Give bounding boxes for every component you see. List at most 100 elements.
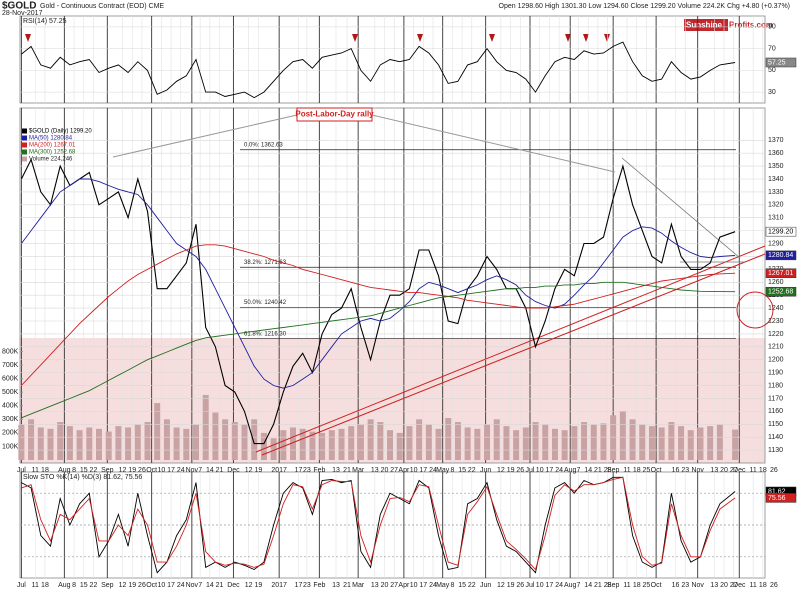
volume-bar (425, 424, 432, 460)
value-tag (765, 493, 797, 503)
x-tick-label: 14 (584, 467, 592, 474)
volume-tick-label: 800K (2, 348, 19, 355)
x-tick-label: 16 (672, 467, 680, 474)
x-tick-label: 25 (643, 467, 651, 474)
volume-bar (678, 426, 685, 460)
x-tick-label: 19 (507, 582, 515, 589)
symbol: $GOLD (2, 1, 36, 12)
x-tick-label: 27 (390, 467, 398, 474)
y-tick-label: 1210 (768, 344, 784, 351)
x-tick-label: 27 (390, 582, 398, 589)
volume-bar (697, 427, 704, 460)
y-tick-label: 70 (768, 45, 776, 52)
arrow (604, 34, 610, 42)
volume-bar (513, 430, 520, 460)
x-tick-label: Feb (313, 582, 325, 589)
y-tick-label: 1260 (768, 279, 784, 286)
x-tick-label: Nov (691, 582, 704, 589)
volume-bar (357, 424, 364, 460)
y-tick-label: 1350 (768, 163, 784, 170)
x-tick-label: 26 (770, 467, 778, 474)
x-tick-label: 26 (138, 467, 146, 474)
x-tick-label: Apr (398, 467, 410, 474)
x-tick-label: 2017 (271, 582, 287, 589)
fib-label: 61.8%: 1216.30 (244, 331, 287, 337)
volume-bar (299, 428, 306, 460)
x-tick-label: 11 (623, 582, 630, 589)
volume-bar (86, 427, 93, 460)
legend-entry: Volume 224,246 (29, 157, 73, 163)
x-tick-label: 12 (119, 467, 127, 474)
x-tick-label: 21 (594, 467, 602, 474)
volume-bar (115, 426, 122, 460)
volume-bar (629, 419, 636, 460)
volume-bar (619, 411, 626, 460)
value-tag-label: 57.25 (768, 59, 786, 66)
x-tick-label: 19 (507, 467, 515, 474)
arrow (417, 34, 423, 42)
legend-swatch (22, 135, 27, 141)
value-tag (765, 57, 797, 68)
x-tick-label: 10 (410, 467, 418, 474)
y-tick-label: 1180 (768, 382, 783, 389)
volume-bar (212, 412, 219, 460)
x-tick-label: 7 (577, 582, 581, 589)
volume-bar (260, 432, 267, 460)
volume-tick-label: 100K (2, 443, 19, 450)
volume-tick-label: 200K (2, 430, 19, 437)
fib-label: 50.0%: 1240.42 (244, 300, 287, 306)
x-tick-label: 17 (167, 582, 175, 589)
volume-bar (95, 428, 102, 460)
x-tick-label: 26 (516, 582, 524, 589)
callout-line (371, 114, 616, 173)
x-tick-label: Oct (651, 582, 662, 589)
x-tick-label: 8 (450, 467, 454, 474)
x-tick-label: Dec (733, 467, 746, 474)
x-tick-label: 11 (32, 467, 39, 474)
y-tick-label: 1150 (768, 421, 783, 428)
y-tick-label: 1290 (768, 240, 784, 247)
x-tick-label: 20 (720, 467, 728, 474)
series-line (21, 281, 736, 419)
x-tick-label: Jun (480, 467, 491, 474)
x-tick-label: May (436, 467, 450, 474)
volume-bar (445, 417, 452, 460)
x-tick-label: Jul (526, 467, 535, 474)
x-tick-label: 18 (633, 582, 641, 589)
x-tick-label: 12 (497, 467, 505, 474)
x-tick-label: 25 (643, 582, 651, 589)
volume-bar (47, 428, 54, 460)
arrow (352, 34, 358, 42)
volume-bar (18, 424, 25, 460)
x-tick-label: 11 (32, 582, 39, 589)
y-tick-label: 30 (768, 89, 776, 96)
x-tick-label: 20 (381, 582, 389, 589)
x-tick-label: 23 (303, 582, 311, 589)
y-tick-label: 1170 (768, 395, 783, 402)
x-tick-label: Nov (691, 467, 704, 474)
x-tick-label: 14 (206, 467, 214, 474)
x-tick-label: 24 (429, 467, 437, 474)
x-tick-label: 27 (730, 467, 738, 474)
overlay: Post-Labor-Day rally (112, 107, 774, 456)
x-tick-label: Nov (186, 582, 199, 589)
x-tick-label: 10 (536, 582, 544, 589)
x-tick-label: 22 (468, 582, 476, 589)
y-tick-label: 1330 (768, 189, 784, 196)
y-tick-label: 50 (768, 67, 776, 74)
panel-title: Slow STO %K(14) %D(3) 81.62, 75.56 (23, 474, 142, 481)
x-tick-label: Jun (480, 582, 491, 589)
x-tick-label: 18 (759, 582, 767, 589)
x-tick-label: 13 (371, 582, 379, 589)
volume-bar (658, 427, 665, 460)
legend-entry: MA(50) 1280.84 (29, 136, 73, 142)
volume-bar (639, 424, 646, 460)
x-tick-label: 7 (577, 467, 581, 474)
series-line (21, 178, 736, 389)
x-tick-label: 19 (254, 582, 262, 589)
trendline (255, 245, 766, 453)
x-tick-label: 28 (604, 582, 612, 589)
volume-bar (309, 431, 316, 460)
highlight-circle (736, 291, 774, 329)
volume-bar (377, 422, 384, 460)
